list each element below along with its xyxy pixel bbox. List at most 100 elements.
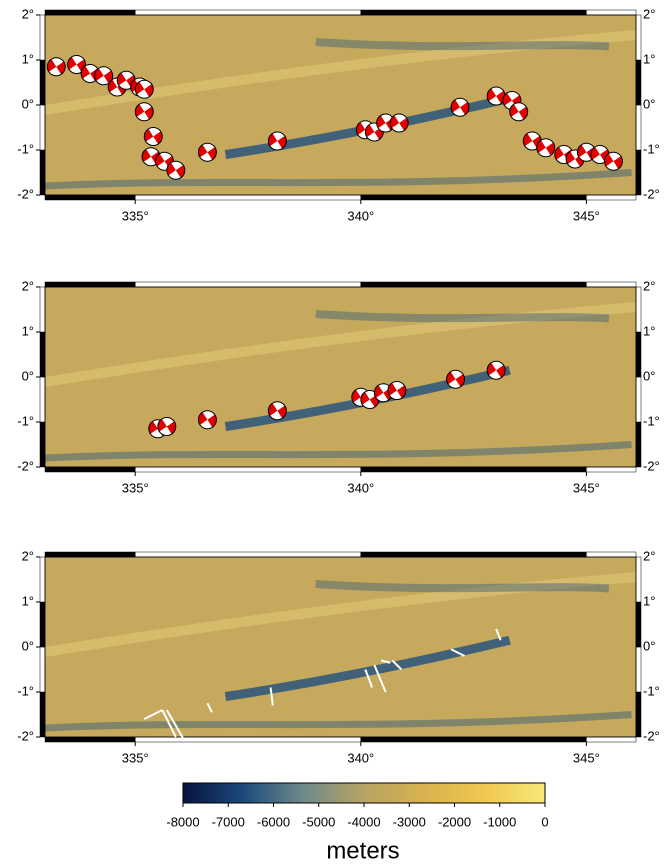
focal-mechanism (536, 138, 556, 158)
frame-bar (635, 691, 642, 738)
frame-bar (39, 149, 46, 196)
slip-vector (143, 709, 163, 720)
trench (44, 169, 632, 190)
frame-bar (39, 421, 46, 468)
colorbar-tick-label: -3000 (393, 814, 426, 829)
beachball-outline (94, 66, 114, 86)
y-tick-label: 0° (643, 368, 655, 383)
frame-bar (635, 421, 642, 468)
y-tick-label: 0° (22, 368, 34, 383)
focal-mechanism (450, 97, 470, 117)
frame-bar (586, 9, 637, 16)
y-tick-label: -2° (17, 728, 34, 743)
y-tick-label: 0° (643, 96, 655, 111)
colorbar-tick-label: -5000 (302, 814, 335, 829)
beachball-compression (536, 140, 555, 156)
beachball-compression (365, 124, 384, 140)
focal-mechanism (509, 102, 529, 122)
y-tick-label: -1° (643, 683, 660, 698)
colorbar-tick-label: -7000 (212, 814, 245, 829)
x-tick-label: 335° (122, 480, 149, 495)
y-tick-label: 1° (643, 323, 655, 338)
beachball-outline (536, 138, 556, 158)
beachball-compression (376, 115, 395, 131)
y-tick-label: -2° (643, 458, 660, 473)
ridge (44, 302, 637, 387)
focal-mechanism (157, 417, 177, 436)
map-border (44, 286, 637, 468)
beachball-compression (198, 412, 217, 428)
y-tick-label: -1° (643, 141, 660, 156)
focal-mechanism (267, 131, 287, 151)
colorbar-tick-label: -4000 (347, 814, 380, 829)
frame-bar (635, 331, 642, 378)
beachball-compression (108, 79, 127, 95)
beachball-compression (135, 104, 154, 120)
beachball-outline (197, 410, 217, 430)
beachball-compression (451, 99, 470, 115)
frame-bar (39, 376, 46, 423)
slip-vector (450, 648, 466, 657)
slip-vector (165, 709, 186, 742)
frame-bar (635, 286, 642, 333)
focal-mechanism (486, 360, 506, 380)
frame-bar (134, 194, 362, 201)
frame-bar (44, 736, 136, 743)
slip-vector (269, 687, 274, 706)
y-tick-label: 1° (643, 51, 655, 66)
focal-mechanism (387, 381, 407, 400)
y-tick-label: 0° (22, 638, 34, 653)
beachball-outline (67, 55, 87, 74)
y-tick-label: -2° (17, 186, 34, 201)
focal-mechanism (486, 86, 506, 106)
beachball-compression (47, 59, 66, 75)
y-tick-label: 1° (22, 323, 34, 338)
beachball-compression (166, 162, 185, 178)
frame-bar (635, 601, 642, 648)
trench (224, 635, 511, 701)
frame-bar (134, 9, 362, 16)
focal-mechanism (197, 410, 217, 430)
beachball-compression (67, 56, 86, 73)
y-tick-label: -2° (17, 458, 34, 473)
y-tick-label: -1° (17, 413, 34, 428)
slip-vector (161, 709, 177, 738)
frame-bar (586, 736, 637, 743)
x-tick-label: 340° (347, 750, 374, 765)
y-tick-label: 1° (643, 593, 655, 608)
beachball-outline (446, 369, 466, 389)
slip-vector (364, 669, 374, 688)
focal-mechanism (134, 79, 154, 99)
colorbar-tick-label: 0 (541, 814, 548, 829)
beachball-outline (486, 360, 506, 380)
focal-mechanism (134, 102, 154, 122)
focal-mechanism (197, 142, 217, 162)
beachball-compression (374, 385, 393, 401)
beachball-compression (157, 418, 176, 435)
focal-mechanism (267, 401, 287, 421)
beachball-outline (134, 79, 154, 99)
frame-bar (360, 194, 587, 201)
frame-bar (635, 104, 642, 151)
frame-bar (134, 736, 362, 743)
focal-mechanism (46, 57, 66, 77)
frame-bar (39, 691, 46, 738)
beachball-compression (487, 88, 506, 104)
beachball-outline (134, 102, 154, 122)
beachball-compression (566, 151, 585, 167)
beachball-compression (144, 128, 163, 145)
frame-bar (635, 14, 642, 61)
beachball-outline (46, 57, 66, 77)
x-tick-label: 345° (573, 208, 600, 223)
y-tick-label: -1° (643, 413, 660, 428)
map-panel: 335° 340° 345° 2° 2° 1° 1° 0° 0° -1° -1° -2° -2° (17, 278, 660, 495)
frame-bar (44, 281, 136, 288)
beachball-outline (387, 381, 407, 400)
frame-bar (134, 466, 362, 473)
y-tick-label: 1° (22, 593, 34, 608)
beachball-compression (590, 146, 609, 163)
beachball-compression (387, 382, 406, 399)
frame-bar (635, 556, 642, 603)
beachball-outline (509, 102, 529, 122)
